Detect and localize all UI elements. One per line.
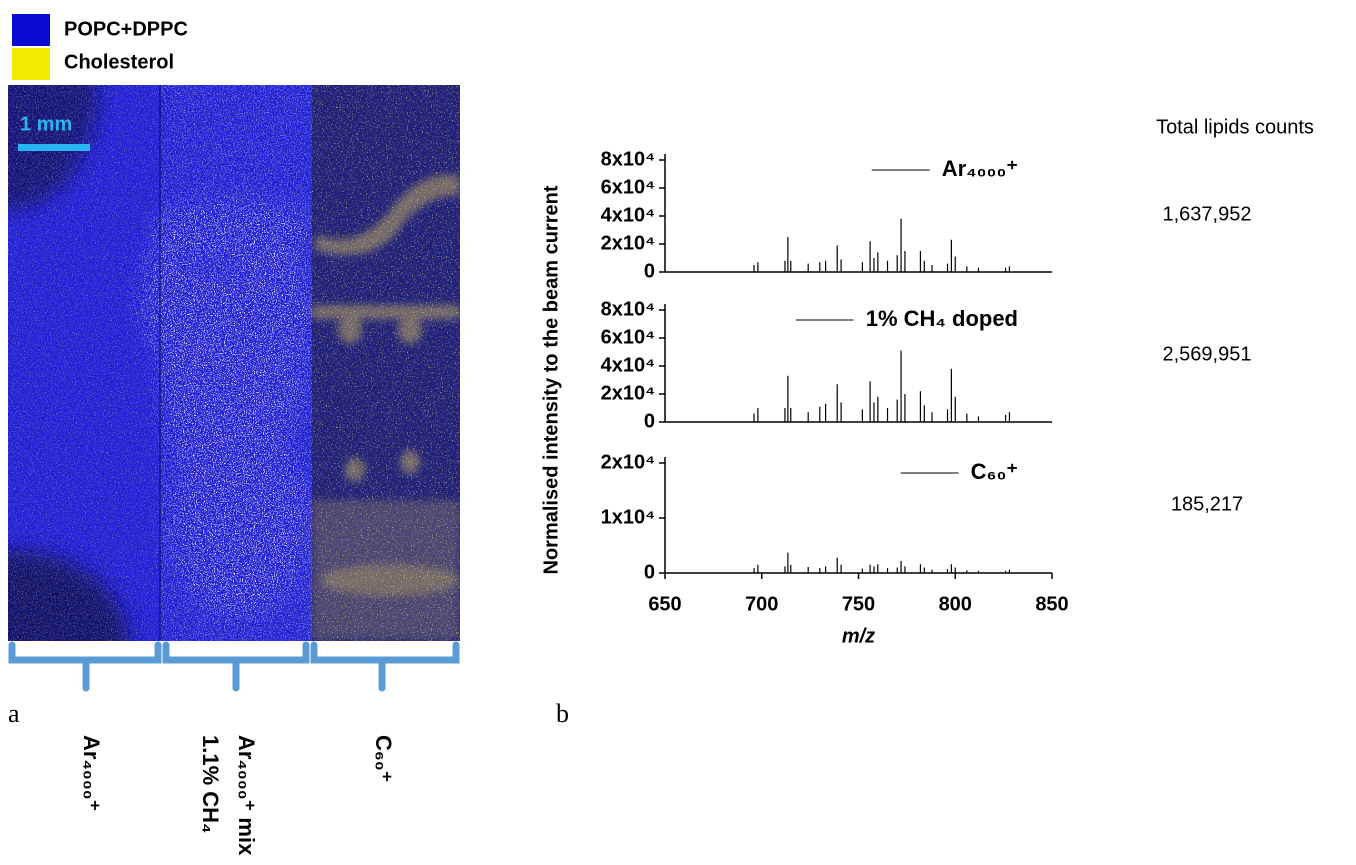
legend-label: Ar₄₀₀₀⁺ <box>942 156 1018 181</box>
column-label: 1.1% CH₄ <box>198 735 223 834</box>
x-tick-label: 750 <box>842 593 875 615</box>
y-tick-label: 2x10⁴ <box>601 382 655 404</box>
x-axis-label: m/z <box>842 625 875 647</box>
scale-bar-label: 1 mm <box>20 113 72 135</box>
legend-label: C₆₀⁺ <box>971 459 1018 484</box>
y-axis-label: Normalised intensity to the beam current <box>540 185 562 574</box>
y-tick-label: 6x10⁴ <box>601 176 655 198</box>
panel-label: b <box>556 699 569 728</box>
y-tick-label: 8x10⁴ <box>601 148 655 170</box>
legend-label: POPC+DPPC <box>64 18 188 40</box>
total-count: 2,569,951 <box>1163 343 1252 365</box>
legend-label: Cholesterol <box>64 51 174 73</box>
y-tick-label: 1x10⁴ <box>601 506 655 528</box>
y-tick-label: 0 <box>644 410 655 432</box>
y-tick-label: 0 <box>644 561 655 583</box>
y-tick-label: 4x10⁴ <box>601 204 655 226</box>
x-tick-label: 800 <box>939 593 972 615</box>
total-count: 185,217 <box>1171 493 1243 515</box>
column-label: Ar₄₀₀₀⁺ mix <box>234 735 259 856</box>
brackets <box>8 641 460 692</box>
total-count: 1,637,952 <box>1163 203 1252 225</box>
scale-bar: 1 mm <box>18 113 90 151</box>
totals-header: Total lipids counts <box>1156 116 1314 138</box>
y-tick-label: 0 <box>644 260 655 282</box>
y-tick-label: 4x10⁴ <box>601 354 655 376</box>
y-tick-label: 8x10⁴ <box>601 298 655 320</box>
x-tick-label: 850 <box>1035 593 1068 615</box>
panel-label: a <box>8 699 20 728</box>
scale-bar-line <box>18 144 90 151</box>
y-tick-label: 6x10⁴ <box>601 326 655 348</box>
legend-swatch <box>12 14 50 46</box>
legend-label: 1% CH₄ doped <box>866 306 1018 331</box>
x-tick-label: 700 <box>745 593 778 615</box>
y-tick-label: 2x10⁴ <box>601 232 655 254</box>
legend: POPC+DPPC Cholesterol <box>12 14 188 80</box>
legend-swatch <box>12 48 50 80</box>
x-tick-label: 650 <box>648 593 681 615</box>
column-label: Ar₄₀₀₀⁺ <box>79 735 104 811</box>
microscopy-image <box>8 85 460 641</box>
column-label: C₆₀⁺ <box>371 735 396 782</box>
y-tick-label: 2x10⁴ <box>601 451 655 473</box>
